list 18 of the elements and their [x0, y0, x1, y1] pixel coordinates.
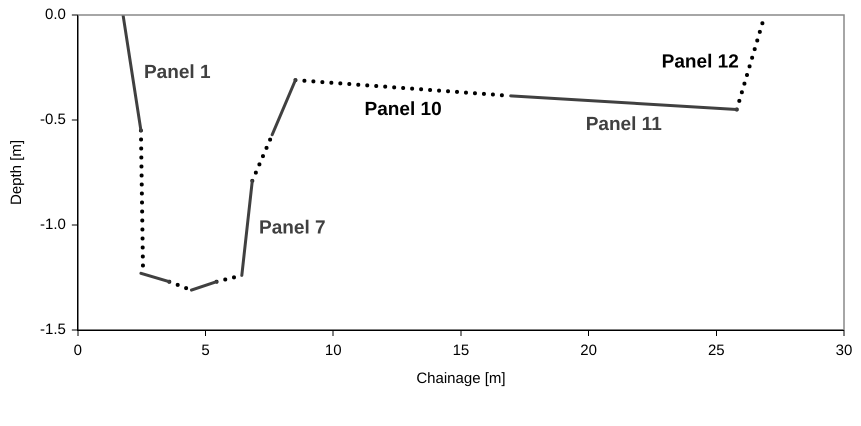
x-tick-label: 5 [201, 342, 210, 360]
x-axis-title: Chainage [m] [416, 370, 506, 388]
y-tick-label: 0.0 [44, 6, 66, 24]
y-tick-label: -1.5 [40, 321, 66, 338]
y-tick-label: -0.5 [40, 111, 66, 128]
x-tick-label: 15 [452, 342, 470, 360]
series-label: Panel 1 [144, 62, 211, 83]
x-tick-label: 20 [580, 342, 597, 360]
y-axis-title: Depth [m] [8, 140, 26, 206]
x-tick-label: 10 [324, 342, 342, 360]
series-label: Panel 11 [586, 114, 662, 135]
x-tick-label: 0 [74, 342, 82, 360]
series-label: Panel 10 [364, 99, 442, 120]
series-label: Panel 12 [662, 51, 739, 72]
series-label: Panel 7 [259, 217, 326, 238]
x-tick-label: 25 [708, 342, 725, 360]
x-tick-label: 30 [836, 342, 852, 360]
y-tick-label: -1.0 [40, 216, 66, 234]
